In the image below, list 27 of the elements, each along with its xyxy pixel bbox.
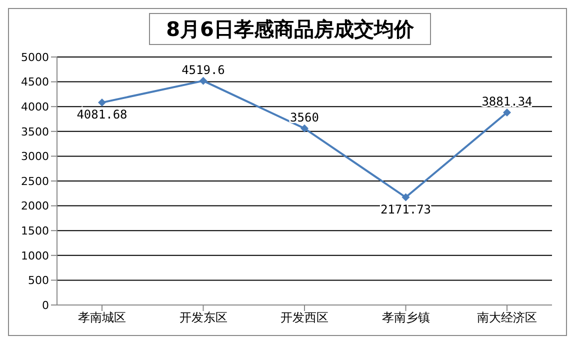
y-tick-label: 4000 — [21, 100, 49, 114]
y-tick-label: 4500 — [21, 76, 49, 89]
point — [402, 193, 410, 202]
y-tick-label: 3000 — [21, 150, 49, 164]
data-label: 4519.6 — [182, 62, 225, 77]
x-tick-label: 孝南乡镇 — [382, 310, 430, 325]
y-tick-label: 5000 — [21, 50, 49, 64]
data-label: 3560 — [290, 110, 319, 124]
point — [300, 124, 308, 132]
y-tick-label: 0 — [42, 298, 49, 312]
x-tick-label: 孝南城区 — [78, 310, 126, 325]
data-label: 2171.73 — [380, 202, 432, 216]
point — [98, 98, 106, 107]
y-tick-label: 1000 — [21, 249, 49, 262]
point — [503, 108, 511, 116]
point — [199, 76, 208, 85]
y-tick-label: 500 — [28, 274, 49, 288]
y-tick-label: 1500 — [21, 224, 49, 238]
x-tick-label: 开发东区 — [179, 310, 228, 325]
y-tick-label: 2500 — [21, 174, 49, 188]
y-tick-label: 3500 — [21, 125, 49, 138]
x-tick-label: 南大经济区 — [477, 310, 537, 325]
data-label: 4081.68 — [76, 108, 128, 122]
x-tick-label: 开发西区 — [280, 310, 328, 325]
chart-title: 8月6日孝感商品房成交均价 — [149, 13, 431, 45]
data-label: 3881.34 — [482, 94, 532, 108]
y-tick-label: 2000 — [21, 200, 49, 213]
